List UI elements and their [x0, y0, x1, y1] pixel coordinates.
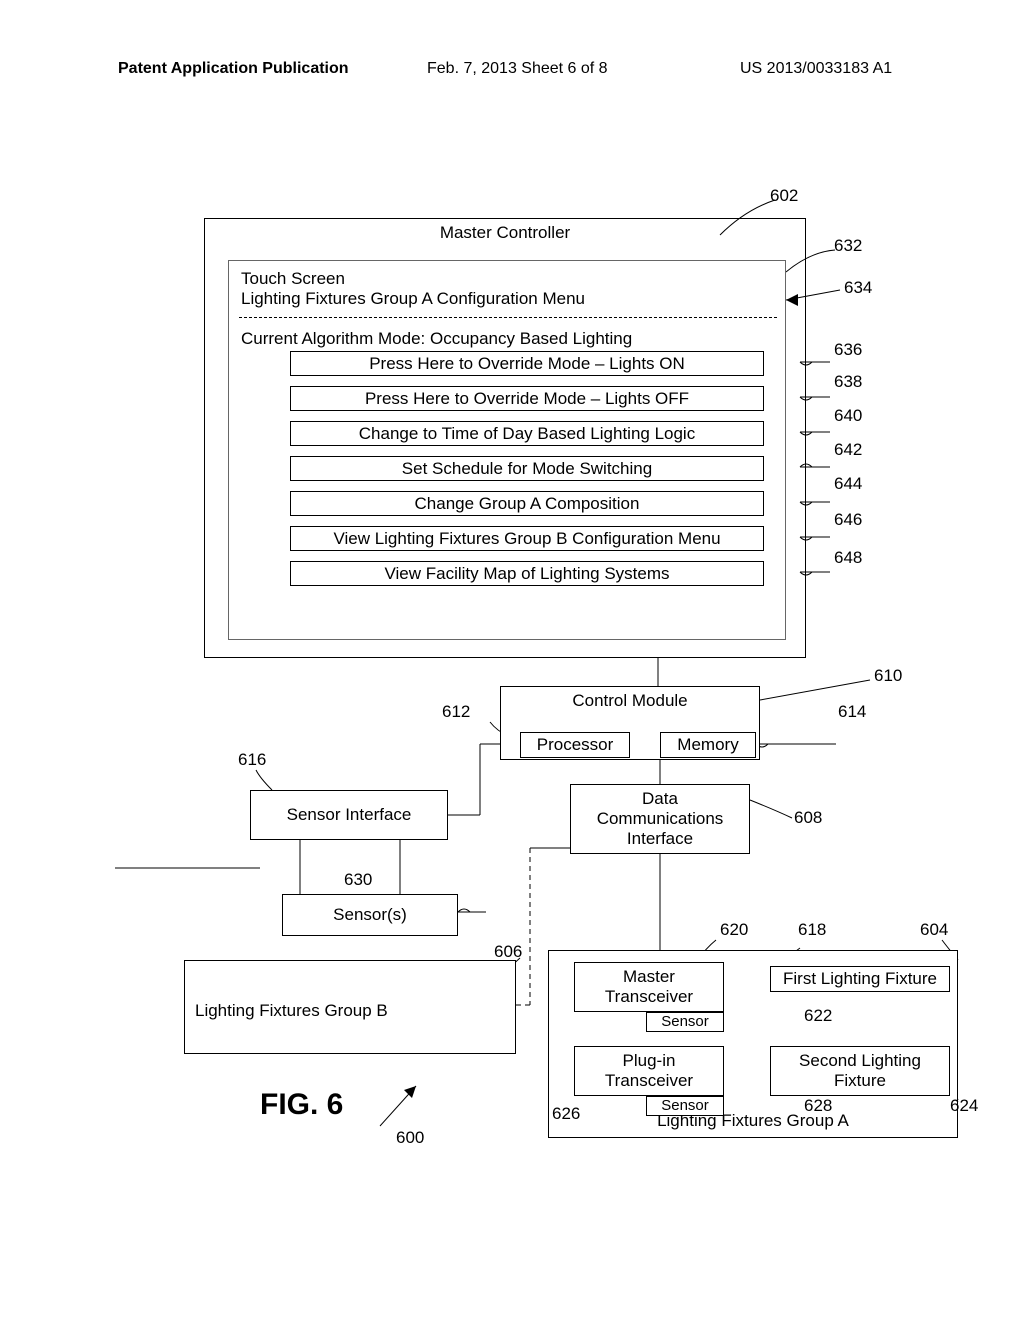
current-mode-text: Current Algorithm Mode: Occupancy Based … [241, 329, 632, 349]
ref-624: 624 [950, 1096, 978, 1116]
override-off-button[interactable]: Press Here to Override Mode – Lights OFF [290, 386, 764, 411]
plugin-transceiver-box: Plug-in Transceiver [574, 1046, 724, 1096]
ref-634: 634 [844, 278, 872, 298]
ref-636: 636 [834, 340, 862, 360]
override-on-button[interactable]: Press Here to Override Mode – Lights ON [290, 351, 764, 376]
ref-608: 608 [794, 808, 822, 828]
ref-644: 644 [834, 474, 862, 494]
ref-600: 600 [396, 1128, 424, 1148]
ref-606: 606 [494, 942, 522, 962]
processor-box: Processor [520, 732, 630, 758]
sensors-box: Sensor(s) [282, 894, 458, 936]
ref-638: 638 [834, 372, 862, 392]
sensor1-box: Sensor [646, 1012, 724, 1032]
ref-622: 622 [804, 1006, 832, 1026]
ref-628: 628 [804, 1096, 832, 1116]
composition-button[interactable]: Change Group A Composition [290, 491, 764, 516]
ref-612: 612 [442, 702, 470, 722]
ref-620: 620 [720, 920, 748, 940]
master-transceiver-box: Master Transceiver [574, 962, 724, 1012]
ref-642: 642 [834, 440, 862, 460]
timeofday-button[interactable]: Change to Time of Day Based Lighting Log… [290, 421, 764, 446]
sensor2-box: Sensor [646, 1096, 724, 1116]
ref-618: 618 [798, 920, 826, 940]
menu-title: Lighting Fixtures Group A Configuration … [241, 289, 585, 309]
ref-632: 632 [834, 236, 862, 256]
memory-box: Memory [660, 732, 756, 758]
figure-label: FIG. 6 [260, 1088, 343, 1122]
sensor-interface-box: Sensor Interface [250, 790, 448, 840]
ref-626: 626 [552, 1104, 580, 1124]
second-fixture-box: Second Lighting Fixture [770, 1046, 950, 1096]
control-module-label: Control Module [501, 687, 759, 711]
ref-630: 630 [344, 870, 372, 890]
ref-604: 604 [920, 920, 948, 940]
header-middle: Feb. 7, 2013 Sheet 6 of 8 [427, 60, 608, 78]
menu-divider [239, 317, 777, 318]
ref-610: 610 [874, 666, 902, 686]
ref-640: 640 [834, 406, 862, 426]
group-b-box: Lighting Fixtures Group B [184, 960, 516, 1054]
ref-602: 602 [770, 186, 798, 206]
touch-screen-label: Touch Screen [241, 269, 345, 289]
ref-616: 616 [238, 750, 266, 770]
page-root: Patent Application Publication Feb. 7, 2… [0, 0, 1024, 1320]
header-left: Patent Application Publication [118, 60, 349, 78]
ref-614: 614 [838, 702, 866, 722]
header-right: US 2013/0033183 A1 [740, 60, 892, 78]
master-controller-title: Master Controller [205, 219, 805, 243]
first-fixture-box: First Lighting Fixture [770, 966, 950, 992]
group-a-label: Lighting Fixtures Group A [549, 1111, 957, 1131]
ref-648: 648 [834, 548, 862, 568]
group-b-label: Lighting Fixtures Group B [195, 1001, 388, 1021]
schedule-button[interactable]: Set Schedule for Mode Switching [290, 456, 764, 481]
data-comm-box: Data Communications Interface [570, 784, 750, 854]
groupb-menu-button[interactable]: View Lighting Fixtures Group B Configura… [290, 526, 764, 551]
facility-map-button[interactable]: View Facility Map of Lighting Systems [290, 561, 764, 586]
ref-646: 646 [834, 510, 862, 530]
